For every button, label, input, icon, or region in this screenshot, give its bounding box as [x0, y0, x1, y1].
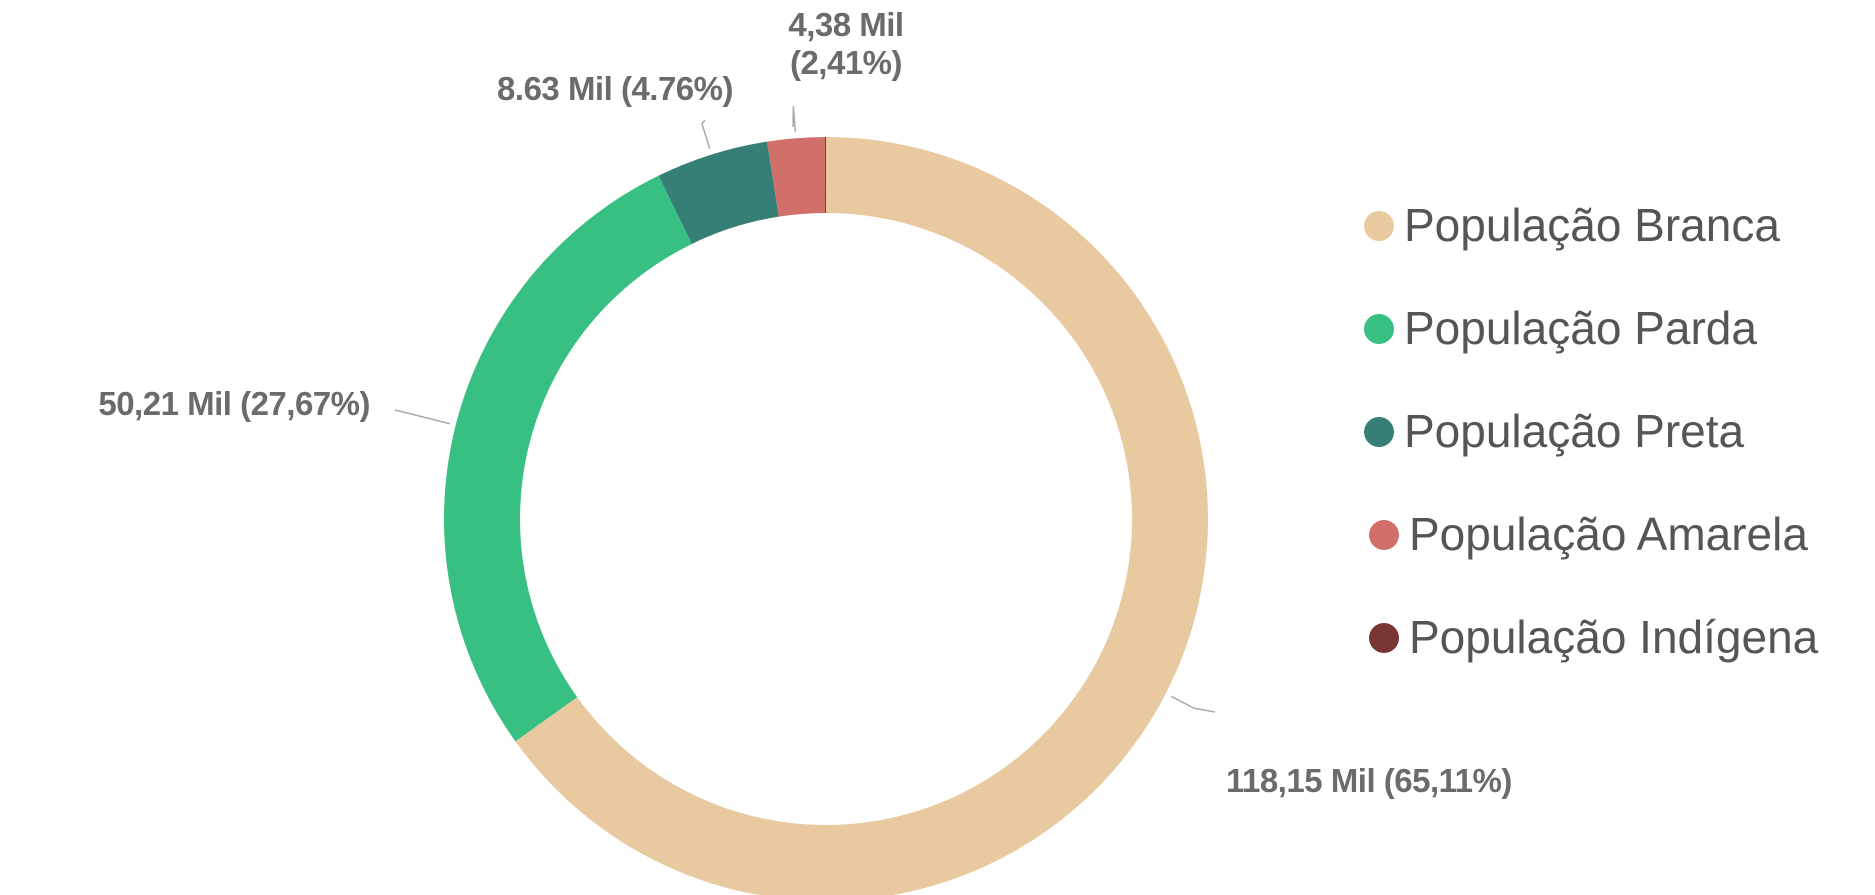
- legend-marker: [1364, 417, 1394, 447]
- data-label: 8.63 Mil (4.76%): [497, 70, 733, 107]
- leader-line: [701, 119, 711, 150]
- legend-label: População Amarela: [1409, 508, 1808, 560]
- data-label: 4,38 Mil (2,41%): [788, 6, 904, 81]
- data-label: 50,21 Mil (27,67%): [98, 385, 370, 422]
- donut-slice: [658, 141, 779, 244]
- legend-marker: [1369, 520, 1399, 550]
- legend-label: População Branca: [1404, 199, 1780, 251]
- legend-marker: [1364, 211, 1394, 241]
- legend-marker: [1364, 314, 1394, 344]
- leader-line: [792, 106, 797, 133]
- legend-label: População Parda: [1404, 302, 1757, 354]
- data-label: 118,15 Mil (65,11%): [1226, 762, 1512, 799]
- leader-line: [1170, 695, 1216, 713]
- legend-marker: [1369, 623, 1399, 653]
- legend-label: População Preta: [1404, 405, 1745, 457]
- donut-slice: [767, 137, 826, 217]
- leader-line: [394, 409, 451, 425]
- donut-slice: [444, 175, 692, 742]
- legend-label: População Indígena: [1409, 611, 1819, 663]
- donut-slice: [824, 137, 826, 214]
